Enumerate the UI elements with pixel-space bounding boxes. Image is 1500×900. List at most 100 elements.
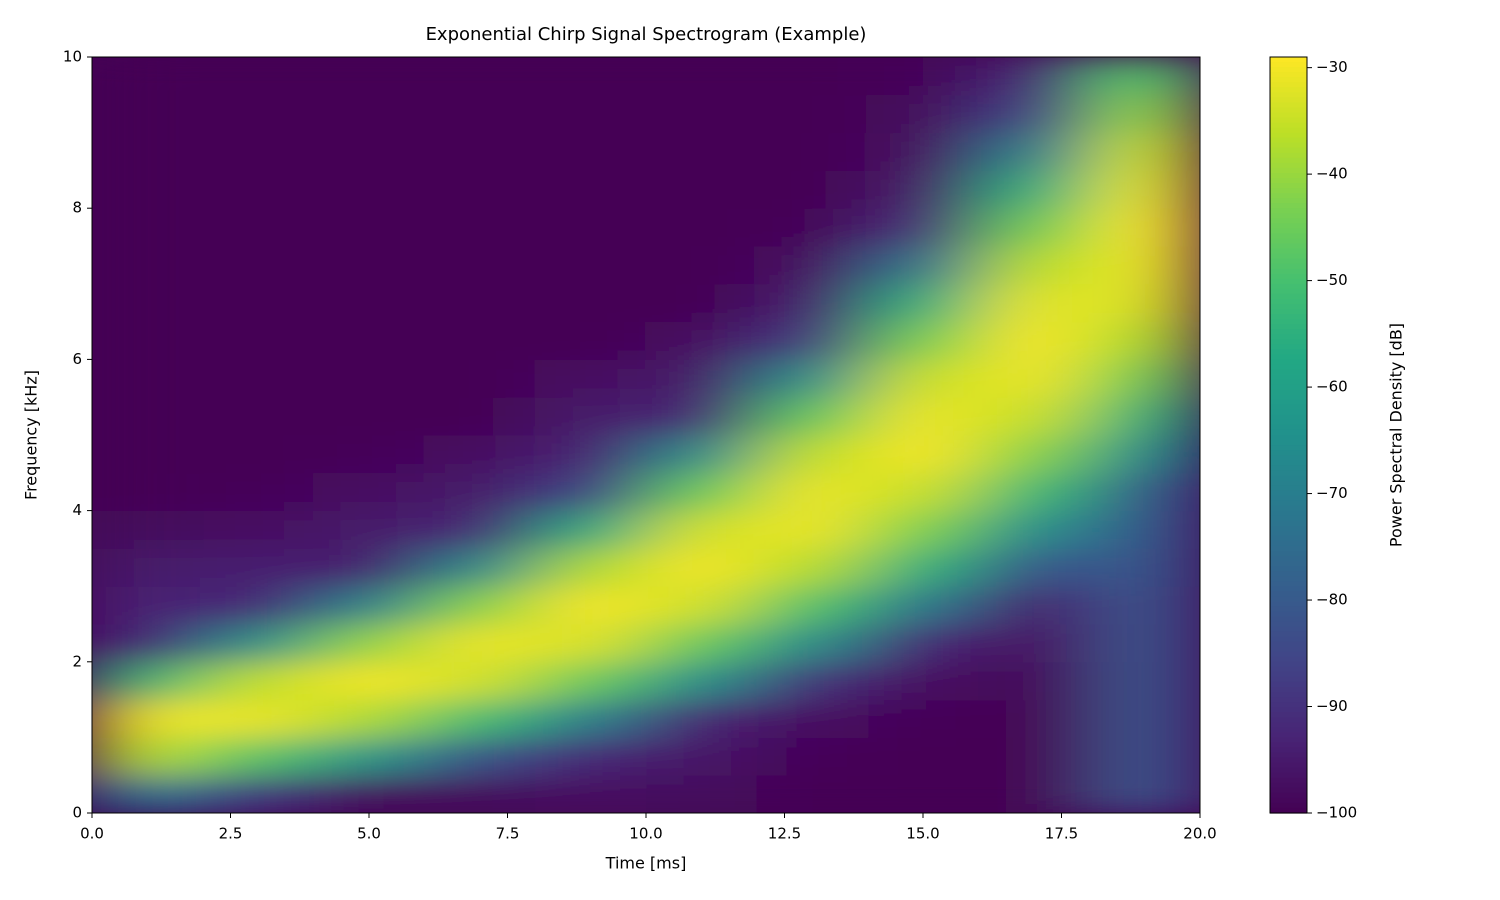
colorbar-swatch [1270, 364, 1307, 371]
colorbar-swatch [1270, 248, 1307, 255]
colorbar-swatch [1270, 77, 1307, 83]
colorbar-swatch [1270, 193, 1307, 199]
heatmap-cell [202, 586, 315, 625]
heatmap-cell [202, 397, 315, 436]
heatmap-cell [424, 586, 536, 625]
heatmap-cell [756, 246, 869, 285]
colorbar-swatch [1270, 656, 1307, 663]
colorbar-swatch [1270, 359, 1307, 366]
heatmap-cell [92, 397, 204, 436]
colorbar-swatch [1270, 112, 1307, 119]
heatmap-cell [978, 737, 1090, 776]
heatmap-cell [978, 359, 1090, 398]
heatmap-cell [313, 548, 425, 587]
colorbar-swatch [1270, 384, 1307, 391]
colorbar-swatch [1270, 591, 1307, 597]
colorbar-swatch [1270, 293, 1307, 300]
colorbar-swatch [1270, 208, 1307, 214]
colorbar-swatch [1270, 611, 1307, 618]
heatmap-cell [313, 435, 425, 474]
colorbar-swatch [1270, 142, 1307, 149]
heatmap-cell [646, 359, 758, 398]
heatmap-cell [756, 775, 869, 813]
colorbar-swatch [1270, 687, 1307, 693]
heatmap-cell [1089, 132, 1200, 171]
heatmap-cell [1089, 699, 1200, 738]
x-tick-label: 7.5 [496, 825, 520, 843]
heatmap-cell [756, 321, 869, 360]
heatmap-cell [978, 246, 1090, 285]
colorbar-swatch [1270, 394, 1307, 401]
heatmap-cell [1089, 737, 1200, 776]
colorbar-swatch [1270, 802, 1307, 809]
colorbar-swatch [1270, 601, 1307, 607]
colorbar-swatch [1270, 742, 1307, 749]
colorbar-swatch [1270, 571, 1307, 577]
heatmap-cell [535, 510, 647, 549]
heatmap-cell [424, 472, 536, 512]
heatmap-cell [867, 435, 979, 474]
colorbar-swatch [1270, 540, 1307, 547]
colorbar-swatch [1270, 183, 1307, 189]
heatmap-cell [313, 775, 425, 813]
heatmap-cell [92, 472, 204, 512]
colorbar-tick-label: −70 [1316, 484, 1348, 502]
heatmap-cell [92, 208, 204, 247]
heatmap-cell [535, 624, 647, 663]
heatmap-cell [92, 283, 204, 323]
heatmap-cell [978, 661, 1090, 701]
colorbar-swatch [1270, 661, 1307, 668]
colorbar-swatch [1270, 465, 1307, 471]
colorbar-swatch [1270, 530, 1307, 537]
heatmap-cell [978, 132, 1090, 171]
heatmap-cell [867, 170, 979, 209]
heatmap-cell [978, 57, 1090, 96]
heatmap-cell [646, 208, 758, 247]
heatmap-cell [535, 246, 647, 285]
colorbar-swatch [1270, 288, 1307, 295]
colorbar-swatch [1270, 641, 1307, 648]
colorbar-swatch [1270, 62, 1307, 68]
heatmap-cell [535, 699, 647, 738]
heatmap-cell [756, 737, 869, 776]
heatmap-cell [535, 775, 647, 813]
y-tick-label: 10 [63, 48, 82, 66]
heatmap-cell [646, 283, 758, 323]
colorbar-swatch [1270, 712, 1307, 718]
heatmap-cell [202, 699, 315, 738]
heatmap-cell [756, 283, 869, 323]
colorbar-swatch [1270, 626, 1307, 633]
heatmap-cell [867, 737, 979, 776]
heatmap-cell [1089, 661, 1200, 701]
colorbar-swatch [1270, 389, 1307, 396]
colorbar-swatch [1270, 671, 1307, 678]
heatmap-cell [424, 548, 536, 587]
heatmap-cell [978, 548, 1090, 587]
colorbar-swatch [1270, 490, 1307, 497]
heatmap-cell [424, 699, 536, 738]
heatmap-cell [313, 510, 425, 549]
colorbar-swatch [1270, 747, 1307, 754]
heatmap-cell [92, 94, 204, 134]
colorbar-swatch [1270, 87, 1307, 93]
heatmap-cell [535, 170, 647, 209]
colorbar-swatch [1270, 122, 1307, 129]
colorbar-swatch [1270, 228, 1307, 234]
heatmap-cell [313, 246, 425, 285]
colorbar [1270, 57, 1307, 814]
colorbar-swatch [1270, 414, 1307, 421]
colorbar-swatch [1270, 329, 1307, 335]
heatmap-cell [313, 472, 425, 512]
x-tick-label: 15.0 [906, 825, 939, 843]
heatmap-cell [92, 510, 204, 549]
heatmap-cell [202, 208, 315, 247]
heatmap-cell [756, 359, 869, 398]
x-axis-label: Time [ms] [605, 854, 687, 873]
heatmap-cell [756, 208, 869, 247]
colorbar-swatch [1270, 404, 1307, 411]
colorbar-swatch [1270, 707, 1307, 713]
heatmap-cell [424, 321, 536, 360]
heatmap-cell [646, 737, 758, 776]
heatmap-cell [313, 321, 425, 360]
y-tick-label: 6 [72, 350, 82, 368]
